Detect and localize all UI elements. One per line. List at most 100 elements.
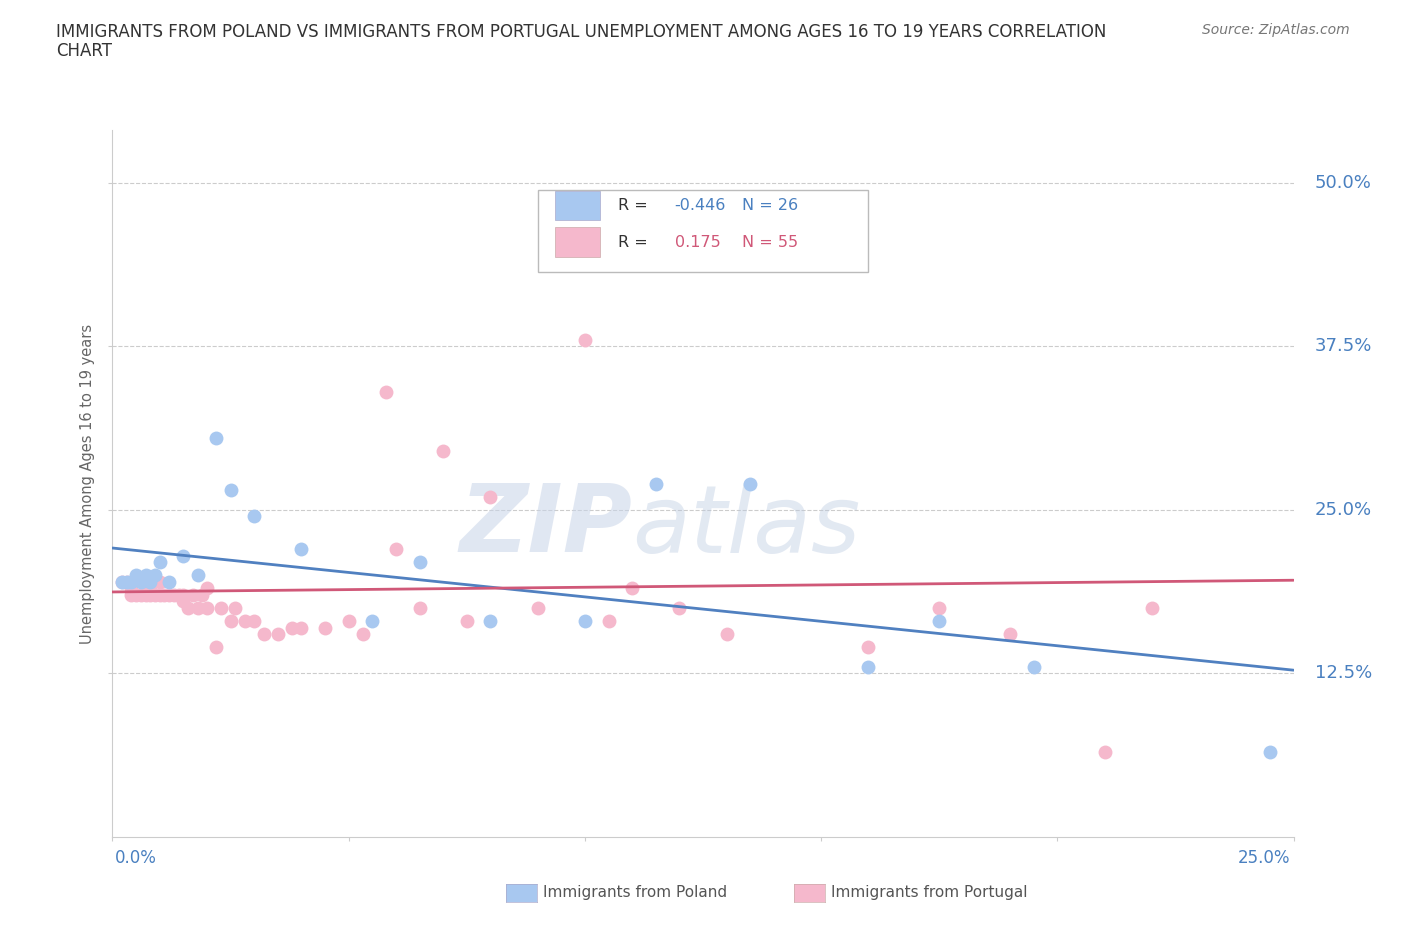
Text: N = 26: N = 26 (742, 198, 799, 213)
Point (253, 627, 276, 642)
Point (149, 588, 172, 603)
Text: -0.446: -0.446 (675, 198, 725, 213)
Point (139, 588, 162, 603)
Point (115, 575, 138, 590)
Y-axis label: Unemployment Among Ages 16 to 19 years: Unemployment Among Ages 16 to 19 years (80, 324, 96, 644)
Point (479, 489, 502, 504)
Point (314, 620, 336, 635)
Point (186, 601, 208, 616)
Point (1258, 745, 1281, 760)
Point (337, 614, 360, 629)
Point (149, 554, 172, 569)
Point (181, 588, 204, 603)
Point (219, 614, 242, 629)
Point (1140, 601, 1163, 616)
Point (352, 627, 374, 642)
Point (456, 614, 478, 629)
Point (120, 588, 142, 603)
Point (120, 581, 142, 596)
Point (740, 476, 762, 491)
Point (598, 614, 620, 629)
Text: CHART: CHART (56, 42, 112, 60)
Point (574, 614, 596, 629)
Point (195, 581, 218, 596)
Point (129, 588, 152, 603)
Point (375, 384, 398, 399)
Point (167, 588, 190, 603)
Point (267, 627, 290, 642)
Text: Immigrants from Portugal: Immigrants from Portugal (831, 885, 1028, 900)
Point (153, 588, 176, 603)
Point (135, 588, 157, 603)
Text: atlas: atlas (633, 481, 860, 572)
Point (385, 541, 408, 556)
Point (157, 575, 180, 590)
Point (479, 614, 502, 629)
Point (205, 431, 228, 445)
Point (157, 588, 180, 603)
Point (120, 575, 142, 590)
Point (143, 588, 166, 603)
Point (135, 568, 157, 583)
Point (928, 614, 950, 629)
Text: ZIP: ZIP (460, 480, 633, 572)
Text: 0.0%: 0.0% (115, 849, 157, 867)
Text: 0.175: 0.175 (675, 234, 720, 249)
Point (621, 581, 644, 596)
Point (1094, 745, 1116, 760)
Point (219, 483, 242, 498)
Text: R =: R = (619, 234, 658, 249)
Point (243, 509, 266, 524)
Point (224, 601, 246, 616)
Point (716, 627, 738, 642)
Point (163, 588, 186, 603)
Point (125, 588, 148, 603)
Text: N = 55: N = 55 (742, 234, 799, 249)
Point (361, 614, 384, 629)
Point (191, 588, 214, 603)
Point (1022, 659, 1045, 674)
Point (129, 575, 152, 590)
Point (998, 627, 1021, 642)
Point (243, 614, 266, 629)
Text: IMMIGRANTS FROM POLAND VS IMMIGRANTS FROM PORTUGAL UNEMPLOYMENT AMONG AGES 16 TO: IMMIGRANTS FROM POLAND VS IMMIGRANTS FRO… (56, 23, 1107, 41)
Point (928, 601, 950, 616)
Point (177, 601, 200, 616)
Point (209, 601, 232, 616)
Point (290, 620, 312, 635)
Point (172, 548, 194, 563)
Text: R =: R = (619, 198, 652, 213)
Point (233, 614, 256, 629)
Point (139, 581, 162, 596)
Point (195, 601, 218, 616)
Point (668, 601, 690, 616)
FancyBboxPatch shape (555, 227, 600, 257)
Point (432, 444, 454, 458)
Point (172, 594, 194, 609)
Point (149, 575, 172, 590)
Text: 12.5%: 12.5% (1315, 664, 1372, 683)
FancyBboxPatch shape (537, 191, 869, 272)
Point (762, 254, 785, 269)
Point (281, 620, 304, 635)
Point (574, 332, 596, 347)
Point (290, 541, 312, 556)
Point (526, 601, 548, 616)
Point (408, 554, 430, 569)
Point (111, 575, 134, 590)
Point (139, 575, 162, 590)
Point (111, 575, 134, 590)
Point (205, 640, 228, 655)
Text: 25.0%: 25.0% (1239, 849, 1291, 867)
Text: 37.5%: 37.5% (1315, 338, 1372, 355)
Point (115, 575, 138, 590)
Text: 25.0%: 25.0% (1315, 500, 1372, 519)
Point (644, 476, 666, 491)
FancyBboxPatch shape (555, 191, 600, 220)
Point (408, 601, 430, 616)
Point (858, 640, 880, 655)
Point (858, 659, 880, 674)
Text: Source: ZipAtlas.com: Source: ZipAtlas.com (1202, 23, 1350, 37)
Text: Immigrants from Poland: Immigrants from Poland (543, 885, 727, 900)
Point (172, 588, 194, 603)
